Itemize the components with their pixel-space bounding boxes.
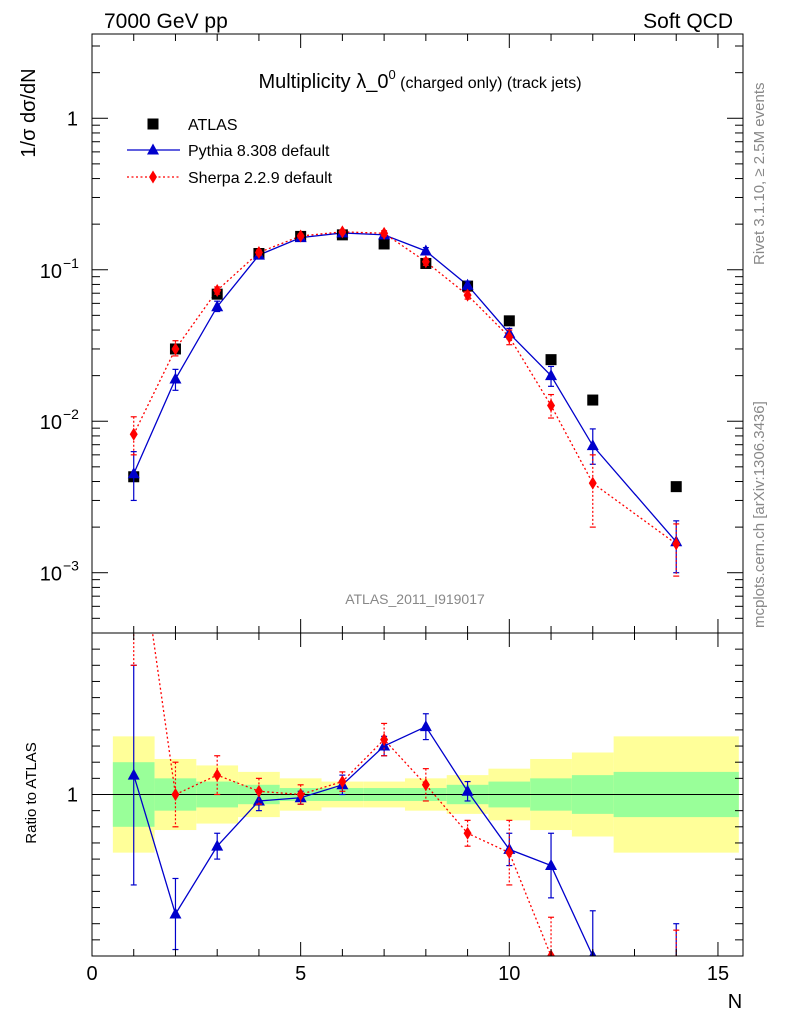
chart-title: Multiplicity λ_00 (charged only) (track …	[258, 67, 581, 93]
x-tick-label: 0	[86, 963, 97, 985]
ratio-pythia-8-308-default-point	[419, 720, 432, 732]
ratio-sherpa-2-2-9-default-point	[421, 778, 430, 792]
main-sherpa-2-2-9-default-point	[254, 245, 263, 259]
main-y-tick-label: 1	[67, 108, 78, 130]
header-right: Soft QCD	[643, 10, 733, 33]
main-sherpa-2-2-9-default-point	[588, 476, 597, 490]
legend-sherpa-2-2-9-default-marker	[149, 170, 157, 184]
main-y-tick-label: 10	[40, 564, 62, 586]
x-axis-title: N	[728, 991, 742, 1013]
source-label: mcplots.cern.ch [arXiv:1306.3436]	[751, 401, 768, 628]
main-atlas-point	[545, 354, 557, 366]
main-pythia-8-308-default-line	[133, 232, 677, 543]
main-sherpa-2-2-9-default-point	[171, 342, 180, 356]
main-sherpa-2-2-9-default-point	[213, 283, 222, 297]
header-left: 7000 GeV pp	[104, 10, 228, 33]
main-sherpa-2-2-9-default-point	[380, 226, 389, 240]
ratio-pythia-8-308-default-point	[211, 839, 224, 851]
axis-ticks	[91, 34, 743, 957]
main-pythia-8-308-default-point	[461, 278, 474, 290]
ratio-sherpa-2-2-9-default-point	[505, 846, 514, 860]
chart-title-superscript: 0	[388, 67, 395, 82]
ratio-data-marks	[127, 633, 682, 1024]
ratio-sherpa-2-2-9-default-point	[338, 775, 347, 789]
main-pythia-8-308-default-point	[211, 300, 224, 312]
ratio-sherpa-2-2-9-default-point	[213, 768, 222, 782]
main-sherpa-2-2-9-default-point	[338, 225, 347, 239]
legend-sherpa-2-2-9-default-label: Sherpa 2.2.9 default	[188, 170, 333, 187]
main-pythia-8-308-default-point	[586, 439, 599, 451]
main-sherpa-2-2-9-default-point	[296, 229, 305, 243]
main-series-lines	[133, 231, 677, 545]
main-sherpa-2-2-9-default-point	[421, 255, 430, 269]
main-y-tick-label-exponent: −1	[63, 255, 79, 271]
main-sherpa-2-2-9-default-point	[129, 427, 138, 441]
rivet-version-label: Rivet 3.1.10, ≥ 2.5M events	[751, 83, 768, 266]
main-y-tick-label: 10	[40, 261, 62, 283]
main-sherpa-2-2-9-default-line	[133, 231, 677, 545]
x-tick-label: 5	[295, 963, 306, 985]
main-pythia-8-308-default-point	[419, 244, 432, 256]
ratio-pythia-8-308-default-point	[545, 859, 558, 871]
ratio-sherpa-2-2-9-default-point	[296, 788, 305, 801]
ratio-y-axis-title: Ratio to ATLAS	[23, 742, 40, 843]
ratio-sherpa-2-2-9-default-point	[171, 788, 180, 801]
main-atlas-point	[503, 315, 515, 327]
ratio-sherpa-2-2-9-default-point	[463, 826, 472, 840]
main-sherpa-2-2-9-default-point	[463, 288, 472, 302]
legend-atlas-marker	[147, 118, 159, 130]
main-y-tick-label: 10	[40, 412, 62, 434]
analysis-watermark: ATLAS_2011_I919017	[345, 591, 485, 607]
main-data-marks	[127, 225, 683, 577]
legend-pythia-8-308-default-marker	[147, 143, 159, 155]
main-atlas-point	[587, 394, 599, 406]
main-y-tick-label-exponent: −2	[63, 406, 79, 422]
chart-title-main: Multiplicity λ_0	[258, 71, 388, 93]
x-tick-label: 15	[707, 963, 729, 985]
ratio-pythia-8-308-default-point	[127, 768, 140, 780]
main-sherpa-2-2-9-default-point	[672, 537, 681, 551]
ratio-sherpa-2-2-9-default-point	[589, 1021, 597, 1024]
ratio-sherpa-2-2-9-default-point	[380, 733, 389, 747]
ratio-pythia-8-308-default-point	[461, 784, 474, 796]
legend-pythia-8-308-default-label: Pythia 8.308 default	[188, 143, 330, 160]
main-sherpa-2-2-9-default-point	[547, 399, 556, 413]
ratio-sherpa-2-2-9-default-point	[254, 784, 263, 798]
x-tick-label: 10	[498, 963, 520, 985]
legend-atlas-label: ATLAS	[188, 117, 238, 134]
main-pythia-8-308-default-point	[127, 467, 140, 479]
ratio-y-tick-label: 1	[67, 785, 78, 807]
main-y-tick-label-exponent: −3	[63, 558, 79, 574]
ratio-pythia-8-308-default-point	[169, 907, 182, 919]
legend: ATLAS Pythia 8.308 default Sherpa 2.2.9 de…	[127, 117, 333, 187]
main-pythia-8-308-default-point	[545, 369, 558, 381]
main-atlas-point	[670, 481, 682, 493]
ratio-sherpa-2-2-9-default-point	[672, 975, 680, 988]
main-y-axis-title: 1/σ dσ/dN	[18, 68, 40, 157]
main-sherpa-2-2-9-default-point	[505, 330, 514, 344]
ratio-pythia-8-308-default-point	[670, 972, 682, 983]
main-atlas-point	[378, 238, 390, 250]
chart-title-suffix: (charged only) (track jets)	[396, 75, 582, 92]
main-pythia-8-308-default-point	[169, 372, 182, 384]
